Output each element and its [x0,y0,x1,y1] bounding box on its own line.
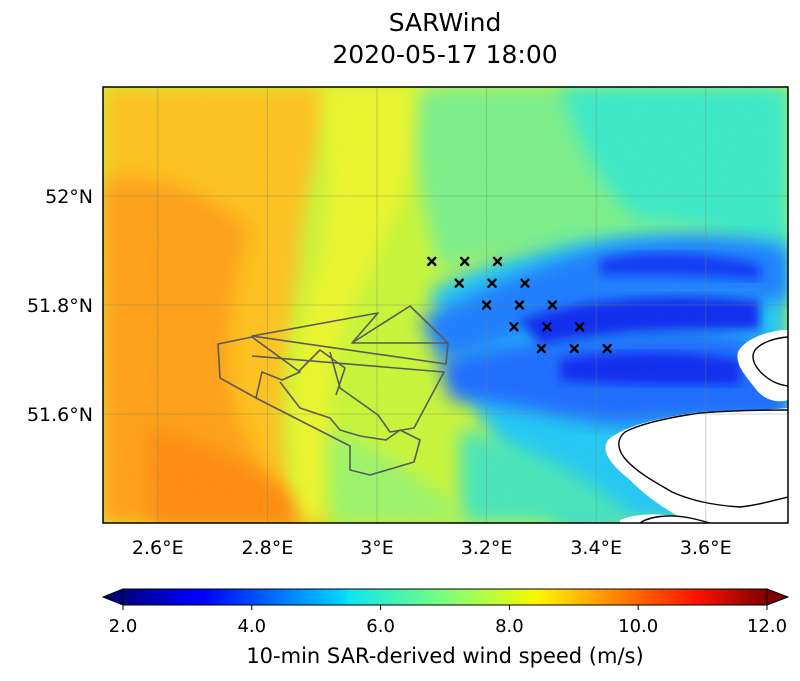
map-subtitle-datetime: 2020-05-17 18:00 [332,40,558,69]
turbine-marker [427,256,437,267]
colorbar-extend-min [101,588,124,606]
colorbar: 2.0 4.0 6.0 8.0 10.0 12.0 10-min SAR-derived … [101,588,790,668]
wind-speed-field [103,87,788,523]
windfarm-outline-inner [297,349,346,396]
turbine-markers [427,256,612,354]
coastline [618,336,788,523]
colorbar-label: 10-min SAR-derived wind speed (m/s) [246,644,643,668]
turbine-marker [569,343,579,354]
windfarm-outline-south [255,381,421,476]
turbine-marker [520,278,530,288]
windfarm-outline-west [217,336,301,399]
longitude-tick-labels: 2.6°E 2.8°E 3°E 3.2°E 3.4°E 3.6°E [132,537,732,559]
turbine-marker [536,343,547,354]
turbine-marker [575,322,585,332]
longitude-tick-label: 3.4°E [570,537,622,559]
colorbar-tick-label: 4.0 [237,616,266,637]
turbine-marker [481,300,492,310]
longitude-tick-label: 3.2°E [461,537,513,559]
colorbar-tick-label: 8.0 [495,616,524,637]
colorbar-gradient [122,588,768,606]
turbine-marker [602,343,612,354]
turbine-marker [509,322,519,332]
turbine-marker [514,300,525,310]
colorbar-extend-max [766,588,790,606]
colorbar-tick-label: 2.0 [109,616,138,637]
longitude-tick-label: 3°E [360,537,394,559]
turbine-marker [542,322,552,332]
windfarm-outline-central [251,351,445,433]
colorbar-tick-label: 10.0 [618,616,658,637]
longitude-tick-label: 2.6°E [132,537,184,559]
turbine-marker [547,300,558,310]
map-frame [102,86,789,524]
windfarm-outline-north [351,305,449,344]
latitude-tick-label: 52°N [45,186,93,208]
turbine-marker [459,256,470,267]
latitude-tick-labels: 52°N 51.8°N 51.6°N [27,186,93,426]
windfarm-outlines [217,305,449,476]
land-mask [605,330,788,523]
colorbar-tick-label: 12.0 [747,616,787,637]
turbine-marker [492,256,503,267]
map-title: SARWind [388,8,502,37]
longitude-tick-label: 2.8°E [242,537,294,559]
turbine-marker [487,278,497,288]
latitude-tick-label: 51.6°N [27,404,93,426]
latitude-tick-label: 51.8°N [27,295,93,317]
turbine-marker [454,278,464,288]
windfarm-outline-northwest [251,312,449,365]
longitude-tick-label: 3.6°E [680,537,732,559]
gridlines [103,87,788,523]
colorbar-tick-label: 6.0 [366,616,395,637]
